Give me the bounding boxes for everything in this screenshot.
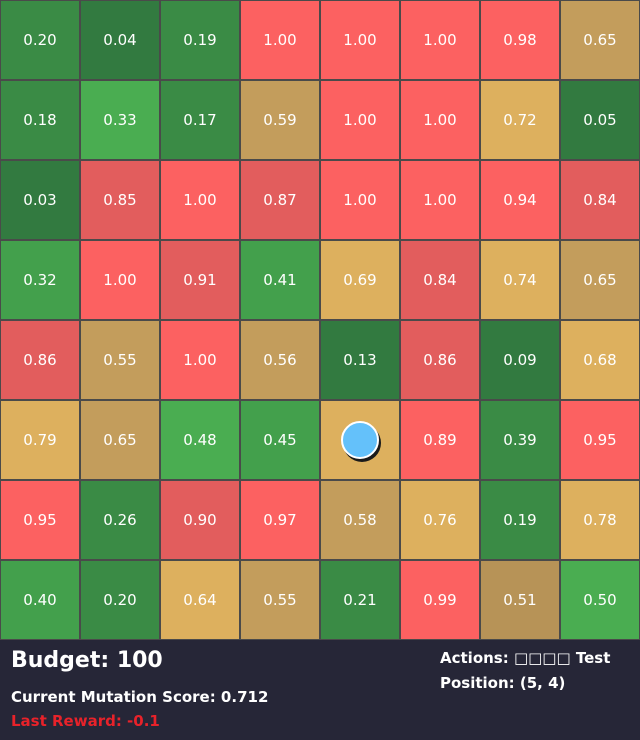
grid-cell-7-2[interactable]: 0.64	[160, 560, 240, 640]
grid-cell-4-2[interactable]: 1.00	[160, 320, 240, 400]
grid-cell-2-1[interactable]: 0.85	[80, 160, 160, 240]
grid-cell-7-3[interactable]: 0.55	[240, 560, 320, 640]
grid-cell-4-6[interactable]: 0.09	[480, 320, 560, 400]
grid-cell-2-7[interactable]: 0.84	[560, 160, 640, 240]
status-panel: Budget: 100 Current Mutation Score: 0.71…	[0, 640, 640, 740]
grid-cell-3-1[interactable]: 1.00	[80, 240, 160, 320]
grid-cell-0-5[interactable]: 1.00	[400, 0, 480, 80]
grid-cell-6-1[interactable]: 0.26	[80, 480, 160, 560]
grid-cell-6-6[interactable]: 0.19	[480, 480, 560, 560]
grid-cell-4-7[interactable]: 0.68	[560, 320, 640, 400]
grid-cell-0-2[interactable]: 0.19	[160, 0, 240, 80]
grid-cell-0-1[interactable]: 0.04	[80, 0, 160, 80]
grid-cell-0-3[interactable]: 1.00	[240, 0, 320, 80]
last-reward-label: Last Reward: -0.1	[11, 712, 160, 730]
grid-cell-7-1[interactable]: 0.20	[80, 560, 160, 640]
grid-cell-3-7[interactable]: 0.65	[560, 240, 640, 320]
grid-cell-2-3[interactable]: 0.87	[240, 160, 320, 240]
grid-cell-0-4[interactable]: 1.00	[320, 0, 400, 80]
grid-cell-3-4[interactable]: 0.69	[320, 240, 400, 320]
grid-cell-7-5[interactable]: 0.99	[400, 560, 480, 640]
grid-cell-1-4[interactable]: 1.00	[320, 80, 400, 160]
grid-cell-5-6[interactable]: 0.39	[480, 400, 560, 480]
grid-cell-7-6[interactable]: 0.51	[480, 560, 560, 640]
mutation-grid[interactable]: 0.20 0.04 0.19 1.00 1.00 1.00 0.98 0.65 0.18 0.33…	[0, 0, 640, 640]
grid-cell-2-4[interactable]: 1.00	[320, 160, 400, 240]
grid-cell-7-4[interactable]: 0.21	[320, 560, 400, 640]
grid-cell-1-0[interactable]: 0.18	[0, 80, 80, 160]
grid-cell-6-7[interactable]: 0.78	[560, 480, 640, 560]
grid-cell-0-0[interactable]: 0.20	[0, 0, 80, 80]
grid-cell-3-5[interactable]: 0.84	[400, 240, 480, 320]
grid-cell-1-1[interactable]: 0.33	[80, 80, 160, 160]
grid-cell-2-6[interactable]: 0.94	[480, 160, 560, 240]
grid-cell-2-5[interactable]: 1.00	[400, 160, 480, 240]
grid-cell-0-7[interactable]: 0.65	[560, 0, 640, 80]
grid-cell-2-0[interactable]: 0.03	[0, 160, 80, 240]
grid-cell-5-7[interactable]: 0.95	[560, 400, 640, 480]
grid-cell-3-2[interactable]: 0.91	[160, 240, 240, 320]
mutation-score-label: Current Mutation Score: 0.712	[11, 688, 269, 706]
grid-cell-4-5[interactable]: 0.86	[400, 320, 480, 400]
grid-cell-4-0[interactable]: 0.86	[0, 320, 80, 400]
grid-cell-2-2[interactable]: 1.00	[160, 160, 240, 240]
grid-cell-3-3[interactable]: 0.41	[240, 240, 320, 320]
grid-cell-6-3[interactable]: 0.97	[240, 480, 320, 560]
grid-cell-6-4[interactable]: 0.58	[320, 480, 400, 560]
position-label: Position: (5, 4)	[440, 674, 566, 692]
agent-circle-icon	[341, 421, 379, 459]
grid-cell-3-6[interactable]: 0.74	[480, 240, 560, 320]
grid-cell-6-5[interactable]: 0.76	[400, 480, 480, 560]
grid-cell-4-1[interactable]: 0.55	[80, 320, 160, 400]
grid-cell-3-0[interactable]: 0.32	[0, 240, 80, 320]
grid-cell-7-7[interactable]: 0.50	[560, 560, 640, 640]
grid-cell-4-4[interactable]: 0.13	[320, 320, 400, 400]
grid-cell-5-2[interactable]: 0.48	[160, 400, 240, 480]
grid-cell-0-6[interactable]: 0.98	[480, 0, 560, 80]
grid-cell-1-5[interactable]: 1.00	[400, 80, 480, 160]
grid-cell-1-2[interactable]: 0.17	[160, 80, 240, 160]
grid-cell-1-3[interactable]: 0.59	[240, 80, 320, 160]
grid-cell-5-0[interactable]: 0.79	[0, 400, 80, 480]
grid-cell-1-6[interactable]: 0.72	[480, 80, 560, 160]
grid-cell-5-5[interactable]: 0.89	[400, 400, 480, 480]
grid-cell-5-3[interactable]: 0.45	[240, 400, 320, 480]
actions-label: Actions: □□□□ Test	[440, 649, 611, 667]
budget-label: Budget: 100	[11, 648, 163, 673]
grid-cell-4-3[interactable]: 0.56	[240, 320, 320, 400]
grid-cell-1-7[interactable]: 0.05	[560, 80, 640, 160]
grid-cell-7-0[interactable]: 0.40	[0, 560, 80, 640]
grid-cell-6-0[interactable]: 0.95	[0, 480, 80, 560]
grid-cell-5-1[interactable]: 0.65	[80, 400, 160, 480]
grid-cell-6-2[interactable]: 0.90	[160, 480, 240, 560]
